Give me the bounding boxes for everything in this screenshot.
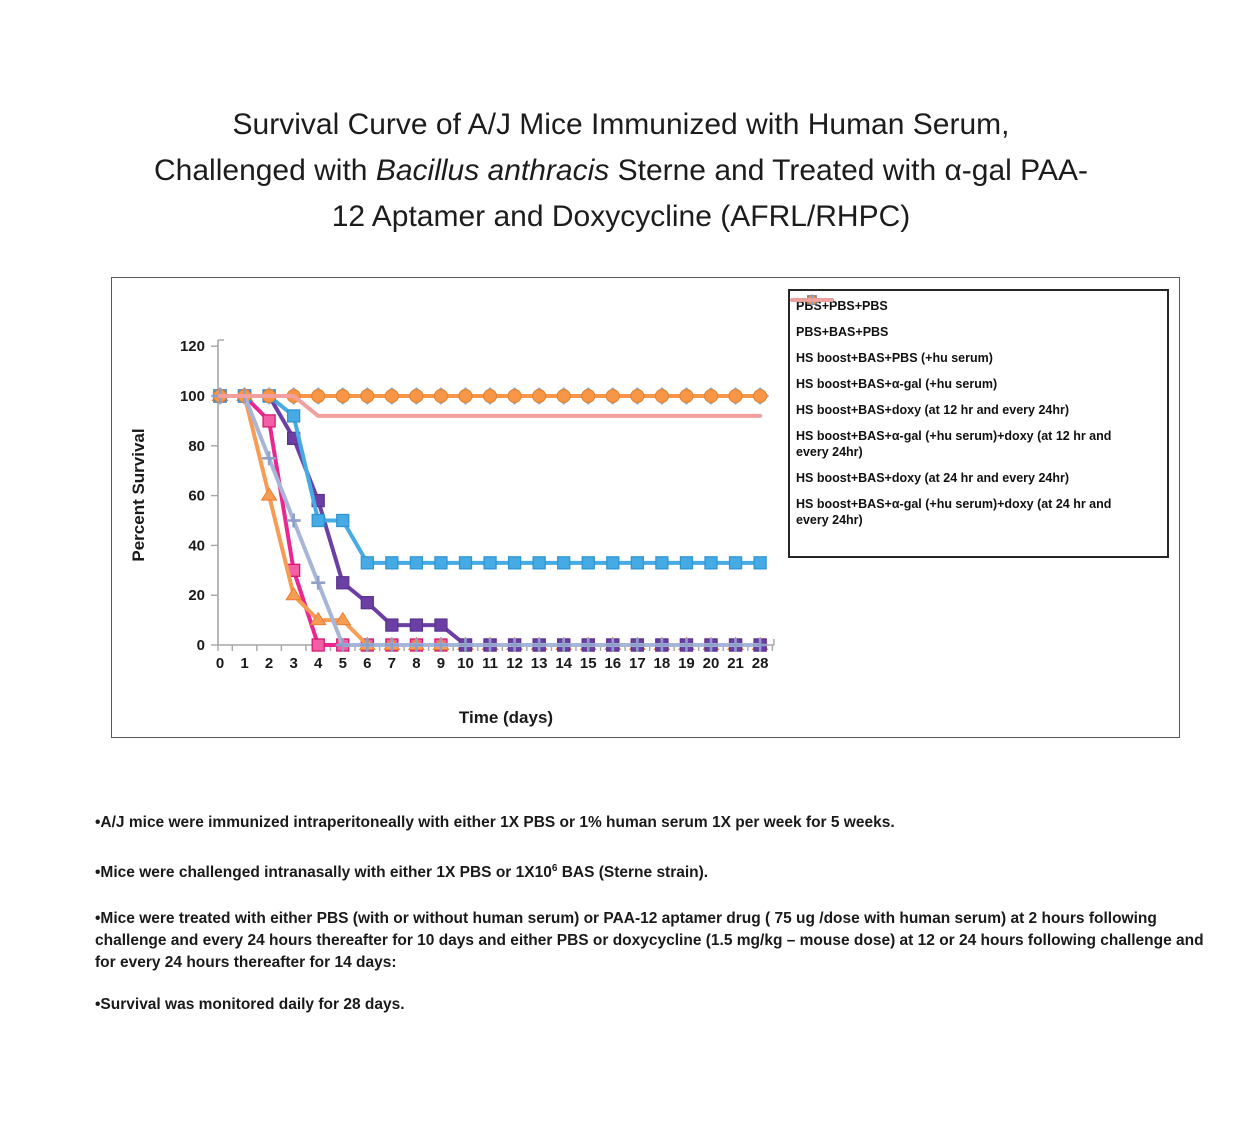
note-bullet-1: •A/J mice were immunized intraperitoneal… — [95, 814, 895, 831]
series-line — [218, 394, 763, 647]
note-bullet-2-sup: 6 — [551, 863, 558, 874]
x-tick-label: 8 — [412, 655, 420, 672]
title-line3: 12 Aptamer and Doxycycline (AFRL/RHPC) — [331, 200, 911, 233]
title-line2-italic: Bacillus anthracis — [375, 154, 610, 187]
x-tick-label: 12 — [506, 655, 523, 672]
legend-label: HS boost+BAS+α-gal (+hu serum)+doxy (at … — [796, 429, 1112, 459]
x-tick-label: 17 — [629, 655, 646, 672]
series-line — [218, 394, 763, 647]
legend-item-1: PBS+PBS+PBS — [790, 293, 1163, 314]
series-8 — [218, 394, 763, 418]
legend-label: PBS+PBS+PBS — [796, 299, 888, 313]
legend-item-3: HS boost+BAS+PBS (+hu serum) — [790, 294, 1163, 366]
legend-item-7: HS boost+BAS+doxy (at 24 hr and every 24… — [790, 295, 1163, 486]
y-tick-label: 40 — [188, 537, 205, 554]
series-line — [218, 394, 763, 647]
x-tick-label: 2 — [265, 655, 273, 672]
x-tick-label: 20 — [703, 655, 720, 672]
series-6 — [213, 389, 768, 403]
y-tick-label: 100 — [180, 388, 205, 405]
y-axis-title: Percent Survival — [129, 428, 148, 561]
figure-title: Survival Curve of A/J Mice Immunized wit… — [91, 102, 1151, 240]
legend-item-8: HS boost+BAS+α-gal (+hu serum)+doxy (at … — [790, 298, 1163, 528]
x-tick-label: 9 — [437, 655, 445, 672]
title-line1: Survival Curve of A/J Mice Immunized wit… — [232, 108, 1010, 141]
note-bullet-2: •Mice were challenged intranasally with … — [95, 858, 1205, 884]
chart-legend: PBS+PBS+PBS PBS+BAS+PBS HS boost+BAS+PBS (… — [788, 289, 1169, 558]
x-tick-label: 4 — [314, 655, 323, 672]
x-tick-label: 19 — [678, 655, 695, 672]
notes-block: •A/J mice were immunized intraperitoneal… — [95, 812, 1205, 1040]
x-tick-label: 28 — [752, 655, 769, 672]
legend-label: HS boost+BAS+doxy (at 24 hr and every 24… — [796, 471, 1070, 485]
series-line — [218, 394, 763, 647]
legend-label: HS boost+BAS+α-gal (+hu serum) — [796, 377, 998, 391]
series-7 — [213, 389, 768, 652]
legend-item-6: HS boost+BAS+α-gal (+hu serum)+doxy (at … — [790, 295, 1163, 460]
x-tick-label: 5 — [339, 655, 347, 672]
y-tick-label: 60 — [188, 488, 205, 505]
x-tick-label: 3 — [289, 655, 297, 672]
x-tick-label: 18 — [654, 655, 671, 672]
y-tick-label: 20 — [188, 587, 205, 604]
legend-item-2: PBS+BAS+PBS — [790, 295, 1163, 340]
x-tick-label: 1 — [240, 655, 248, 672]
title-line2-pre: Challenged with — [154, 154, 376, 187]
x-tick-label: 14 — [555, 655, 572, 672]
none-marker-swatch — [790, 298, 834, 302]
legend-label: HS boost+BAS+α-gal (+hu serum)+doxy (at … — [796, 497, 1112, 527]
legend-label: HS boost+BAS+doxy (at 12 hr and every 24… — [796, 403, 1070, 417]
legend-label: HS boost+BAS+PBS (+hu serum) — [796, 351, 993, 365]
note-bullet-4: •Survival was monitored daily for 28 day… — [95, 996, 405, 1014]
x-tick-label: 11 — [482, 655, 498, 672]
x-tick-label: 6 — [363, 655, 371, 672]
legend-item-4: HS boost+BAS+α-gal (+hu serum) — [790, 295, 1163, 392]
y-tick-label: 80 — [188, 438, 205, 455]
title-line2-post: Sterne and Treated with α-gal PAA- — [609, 154, 1088, 187]
x-tick-label: 10 — [457, 655, 474, 672]
x-tick-label: 13 — [531, 655, 548, 672]
note-bullet-2-pre: •Mice were challenged intranasally with … — [95, 864, 552, 882]
y-tick-label: 0 — [197, 637, 205, 654]
x-tick-label: 15 — [580, 655, 597, 672]
legend-item-5: HS boost+BAS+doxy (at 12 hr and every 24… — [790, 295, 1163, 418]
x-axis-title: Time (days) — [459, 708, 553, 727]
series-line — [218, 394, 763, 418]
legend-label: PBS+BAS+PBS — [796, 325, 889, 339]
x-tick-label: 21 — [727, 655, 744, 672]
x-tick-label: 7 — [388, 655, 396, 672]
y-tick-label: 120 — [180, 338, 205, 355]
survival-chart: 0 20 40 60 80 100 120 0 1 2 3 4 5 6 7 8 9 10 11 12 13 14 15 16 1… — [111, 277, 1180, 738]
x-tick-label: 0 — [216, 655, 224, 672]
note-bullet-3: •Mice were treated with either PBS (with… — [95, 910, 1204, 972]
x-tick-label: 16 — [604, 655, 621, 672]
note-bullet-2-post: BAS (Sterne strain). — [557, 864, 709, 882]
